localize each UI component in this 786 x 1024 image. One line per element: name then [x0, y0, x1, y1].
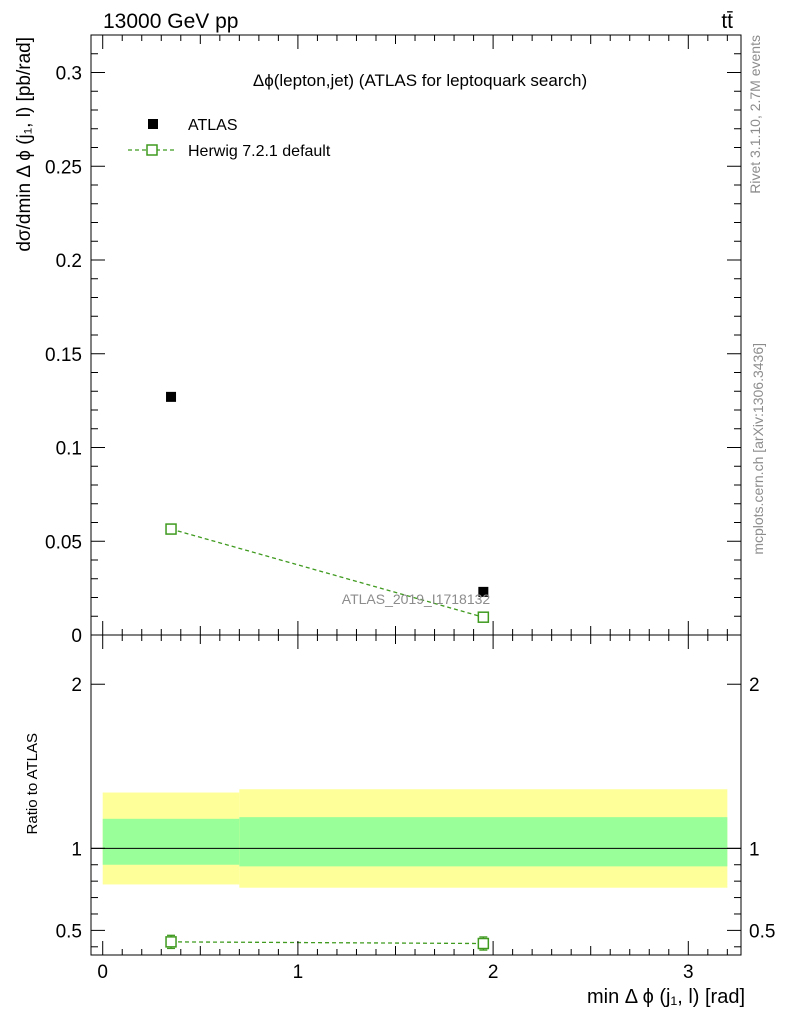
main-y-tick-label: 0 [71, 626, 82, 647]
herwig-ratio-point [165, 936, 177, 948]
main-y-axis-title: dσ/dmin Δ ϕ (j₁, l) [pb/rad] [14, 37, 35, 252]
main-y-tick-label: 0.25 [45, 157, 82, 178]
main-y-tick-label: 0.15 [45, 345, 82, 366]
legend-herwig-marker [146, 144, 158, 156]
x-tick-label: 3 [683, 962, 694, 983]
main-y-tick-label: 0.2 [56, 251, 82, 272]
energy-label: 13000 GeV pp [103, 10, 238, 33]
legend-atlas-marker [148, 119, 158, 129]
analysis-watermark: ATLAS_2019_I1718132 [342, 591, 491, 607]
axis-ticks [91, 34, 741, 955]
plot-title: Δϕ(lepton,jet) (ATLAS for leptoquark sea… [253, 71, 587, 90]
ratio-band-inner-1 [239, 817, 728, 867]
main-y-tick-label: 0.3 [56, 64, 82, 85]
ratio-y-tick-label-left: 2 [71, 675, 82, 696]
ratio-y-tick-label-left: 0.5 [56, 921, 82, 942]
herwig-point [165, 523, 177, 535]
ratio-y-tick-label-right: 2 [749, 675, 760, 696]
process-label: tt̄ [721, 10, 733, 33]
herwig-point [477, 611, 490, 623]
legend: ATLAS Herwig 7.2.1 default [128, 117, 331, 160]
x-tick-label: 0 [97, 962, 108, 983]
legend-herwig-label: Herwig 7.2.1 default [188, 143, 331, 160]
main-y-tick-label: 0.05 [45, 532, 82, 553]
ratio-y-tick-label-right: 0.5 [749, 921, 775, 942]
axis-tick-labels: 0 0.05 0.1 0.15 0.2 0.25 0.3 0.5 0.5 1 1 2 2 0 1 2 3 [45, 64, 775, 984]
ratio-uncertainty-bands [102, 789, 728, 888]
ratio-y-tick-label-right: 1 [749, 839, 760, 860]
ratio-band-inner-0 [102, 818, 240, 865]
herwig-ratio-line [171, 941, 484, 945]
x-tick-label: 1 [293, 962, 304, 983]
ratio-plot-frame [90, 634, 742, 956]
herwig-ratio-point [477, 937, 490, 950]
herwig-series-line [170, 528, 484, 618]
ratio-plot-marks [165, 934, 490, 951]
mcplots-reference-text: mcplots.cern.ch [arXiv:1306.3436] [750, 343, 766, 555]
atlas-point [478, 586, 489, 597]
ratio-y-tick-label-left: 1 [71, 839, 82, 860]
rivet-version-text: Rivet 3.1.10, 2.7M events [747, 35, 763, 194]
legend-atlas-label: ATLAS [188, 117, 238, 134]
main-plot-marks [165, 391, 490, 623]
x-tick-label: 2 [488, 962, 499, 983]
atlas-point [166, 391, 177, 402]
x-axis-title: min Δ ϕ (j₁, l) [rad] [587, 986, 745, 1008]
ratio-y-axis-title: Ratio to ATLAS [24, 733, 41, 834]
main-y-tick-label: 0.1 [56, 439, 82, 460]
